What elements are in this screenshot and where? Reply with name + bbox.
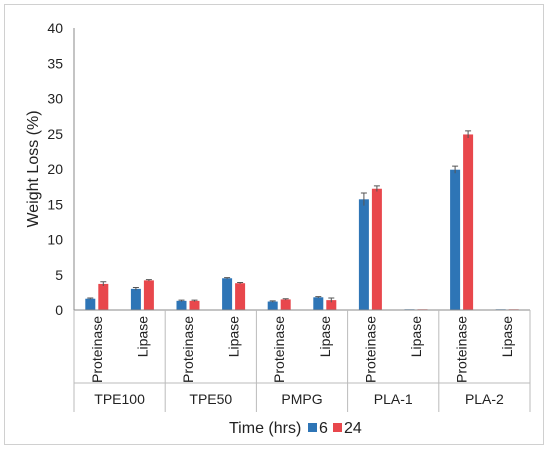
x-axis-groups: TPE100 TPE50 PMPG PLA-1 PLA-2	[94, 391, 504, 407]
bar-series-6	[222, 278, 233, 310]
legend-label-24: 24	[344, 420, 362, 437]
bar-series-6	[313, 297, 324, 310]
bar-series-24	[143, 280, 154, 310]
y-tick-label: 10	[47, 232, 63, 248]
y-tick-label: 15	[47, 196, 63, 212]
bar-series-24	[235, 283, 246, 310]
x-category-label: Proteinase	[271, 316, 287, 383]
error-bar	[224, 277, 231, 279]
x-category-label: Lipase	[134, 316, 150, 357]
error-bar	[237, 282, 244, 284]
x-group-label: PLA-1	[374, 391, 413, 407]
x-axis-categories: Proteinase Lipase Proteinase Lipase Proteina…	[89, 316, 515, 383]
x-category-label: Proteinase	[89, 316, 105, 383]
y-tick-label: 20	[47, 161, 63, 177]
legend: Time (hrs) 6 24	[229, 420, 362, 437]
bar-series-24	[280, 299, 291, 310]
x-axis-title: Time (hrs)	[229, 420, 301, 437]
error-bar	[145, 279, 152, 282]
bar-series-6	[267, 301, 278, 310]
legend-swatch-6	[308, 423, 317, 432]
error-bar	[191, 299, 198, 302]
y-axis-label: Weight Loss (%)	[25, 110, 42, 227]
bar-series-6	[450, 169, 461, 310]
axes	[73, 28, 531, 412]
x-group-label: PMPG	[281, 391, 322, 407]
bar-series-24	[189, 300, 200, 310]
bar-series-6	[85, 298, 96, 310]
x-group-label: TPE50	[189, 391, 232, 407]
y-tick-label: 40	[47, 20, 63, 36]
error-bar	[315, 296, 322, 299]
x-category-label: Proteinase	[180, 316, 196, 383]
x-category-label: Lipase	[226, 316, 242, 357]
error-bar	[100, 281, 107, 287]
x-category-label: Proteinase	[454, 316, 470, 383]
bar-series-6	[176, 300, 187, 310]
y-tick-label: 0	[55, 302, 63, 318]
x-category-label: Proteinase	[362, 316, 378, 383]
bar-series-24	[98, 283, 109, 310]
y-tick-label: 5	[55, 267, 63, 283]
x-category-label: Lipase	[499, 316, 515, 357]
error-bar	[282, 298, 289, 301]
bar-series-24	[326, 300, 337, 310]
error-bar	[465, 130, 472, 138]
x-group-label: TPE100	[94, 391, 145, 407]
bars	[85, 130, 519, 310]
bar-series-6	[358, 199, 369, 310]
legend-label-6: 6	[319, 420, 328, 437]
error-bar	[178, 299, 185, 302]
y-axis-ticks: 0 5 10 15 20 25 30 35 40	[47, 20, 63, 318]
y-tick-label: 25	[47, 126, 63, 142]
y-tick-label: 30	[47, 91, 63, 107]
error-bar	[373, 185, 380, 192]
bar-series-24	[463, 134, 474, 310]
x-category-label: Lipase	[408, 316, 424, 357]
error-bar	[360, 192, 367, 206]
x-group-label: PLA-2	[465, 391, 504, 407]
chart-frame	[4, 4, 544, 445]
bar-series-6	[130, 288, 141, 310]
error-bar	[452, 165, 459, 174]
error-bar	[132, 286, 139, 291]
x-category-label: Lipase	[317, 316, 333, 357]
error-bar	[269, 300, 276, 303]
bar-series-24	[371, 188, 382, 310]
y-tick-label: 35	[47, 55, 63, 71]
error-bar	[87, 297, 94, 300]
legend-swatch-24	[333, 423, 342, 432]
error-bar	[328, 297, 335, 303]
